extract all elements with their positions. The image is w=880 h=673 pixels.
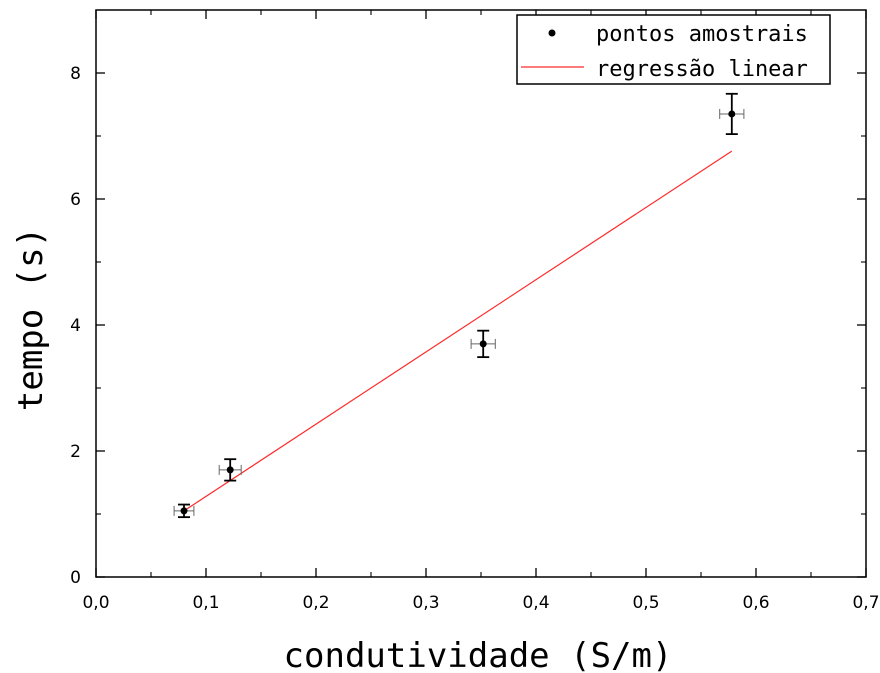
x-tick-label: 0,5 — [632, 593, 659, 613]
x-axis-title: condutividade (S/m) — [284, 636, 673, 673]
x-tick-label: 0,4 — [522, 593, 549, 613]
legend-label-points: pontos amostrais — [596, 22, 808, 47]
data-points-group — [173, 92, 745, 519]
legend: pontos amostrais regressão linear — [516, 14, 831, 85]
plot-frame — [95, 9, 867, 578]
y-tick-label: 0 — [70, 568, 81, 588]
legend-point-marker — [548, 29, 556, 37]
y-tick-label: 8 — [70, 64, 81, 84]
x-tick-label: 0,6 — [742, 593, 769, 613]
regression-line — [183, 150, 733, 512]
x-tick-label: 0,1 — [192, 593, 219, 613]
data-point-marker — [180, 507, 188, 515]
y-tick-label: 4 — [70, 316, 81, 336]
legend-box — [516, 14, 831, 85]
axis-ticks — [95, 10, 867, 578]
x-tick-labels: 0,0 0,1 0,2 0,3 0,4 0,5 0,6 0,7 — [82, 593, 879, 613]
data-point-marker — [226, 466, 234, 474]
data-point — [218, 458, 242, 482]
y-tick-label: 6 — [70, 190, 81, 210]
y-tick-label: 2 — [70, 442, 81, 462]
data-point-marker — [479, 340, 487, 348]
x-tick-label: 0,2 — [302, 593, 329, 613]
x-tick-label: 0,3 — [412, 593, 439, 613]
y-tick-labels: 0 2 4 6 8 — [70, 64, 81, 588]
data-point — [719, 92, 745, 136]
data-point — [173, 503, 195, 519]
x-tick-label: 0,0 — [82, 593, 109, 613]
data-point-marker — [728, 110, 736, 118]
x-tick-label: 0,7 — [852, 593, 879, 613]
data-point — [470, 329, 496, 359]
legend-label-regression: regressão linear — [596, 57, 808, 82]
y-axis-title: tempo (s) — [11, 227, 51, 411]
regression-line-group — [183, 150, 733, 512]
